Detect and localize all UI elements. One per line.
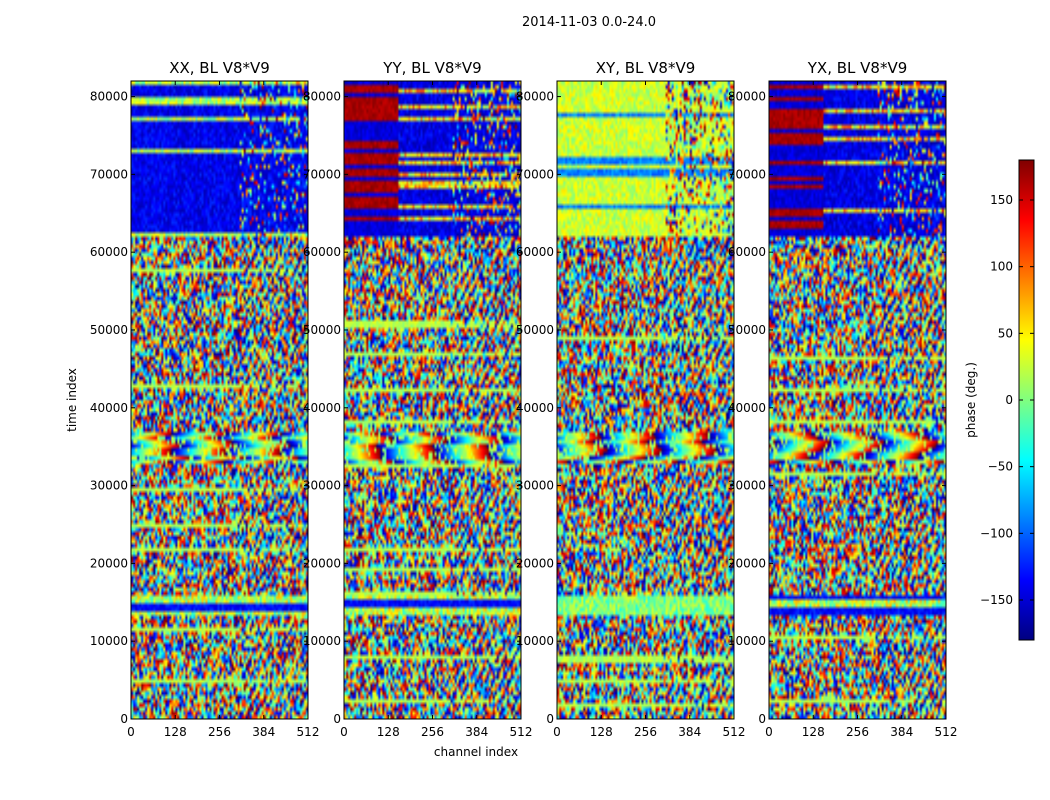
y-tick-label: 0: [333, 712, 341, 726]
phase-map: [344, 81, 521, 719]
y-tick-label: 60000: [516, 245, 554, 259]
panel-yx: YX, BL V8*V9 0 128 256 384 512 0 10000 20000 3000…: [728, 59, 958, 739]
colorbar-tick-label: 50: [998, 326, 1013, 340]
x-axis-label: channel index: [434, 745, 518, 759]
x-tick-label: 384: [465, 725, 488, 739]
panel-title: YX, BL V8*V9: [807, 59, 908, 77]
y-tick-label: 70000: [728, 167, 766, 181]
panels: XX, BL V8*V9 0 128 256 384 512 0 10000 20000 3000…: [90, 59, 958, 739]
y-tick-label: 40000: [90, 401, 128, 415]
y-tick-label: 80000: [728, 90, 766, 104]
y-tick-label: 0: [546, 712, 554, 726]
x-tick-label: 256: [634, 725, 657, 739]
colorbar-tick-label: 150: [990, 193, 1013, 207]
panel-title: XY, BL V8*V9: [596, 59, 696, 77]
y-tick-label: 70000: [303, 167, 341, 181]
x-tick-label: 128: [377, 725, 400, 739]
panel-xx: XX, BL V8*V9 0 128 256 384 512 0 10000 20000 3000…: [90, 59, 320, 739]
x-tick-label: 256: [421, 725, 444, 739]
x-tick-label: 128: [164, 725, 187, 739]
y-tick-label: 30000: [728, 479, 766, 493]
x-tick-label: 0: [127, 725, 135, 739]
x-tick-label: 128: [590, 725, 613, 739]
y-tick-label: 20000: [728, 556, 766, 570]
colorbar-tick-label: 100: [990, 260, 1013, 274]
y-tick-label: 80000: [90, 90, 128, 104]
y-tick-label: 20000: [516, 556, 554, 570]
y-tick-label: 70000: [90, 167, 128, 181]
y-tick-label: 50000: [728, 323, 766, 337]
phase-map: [557, 81, 734, 719]
y-tick-label: 60000: [303, 245, 341, 259]
y-tick-label: 30000: [516, 479, 554, 493]
y-tick-label: 60000: [728, 245, 766, 259]
x-tick-label: 256: [846, 725, 869, 739]
colorbar-tick-label: −50: [988, 460, 1013, 474]
x-tick-label: 512: [723, 725, 746, 739]
x-tick-label: 384: [890, 725, 913, 739]
y-tick-label: 10000: [90, 634, 128, 648]
phase-map: [131, 81, 308, 719]
y-tick-label: 40000: [303, 401, 341, 415]
y-tick-label: 40000: [728, 401, 766, 415]
y-tick-label: 50000: [303, 323, 341, 337]
figure-title: 2014-11-03 0.0-24.0: [522, 15, 656, 30]
y-tick-label: 0: [758, 712, 766, 726]
y-tick-label: 20000: [303, 556, 341, 570]
x-tick-label: 512: [935, 725, 958, 739]
y-tick-label: 10000: [303, 634, 341, 648]
colorbar-label: phase (deg.): [964, 362, 978, 438]
y-tick-label: 50000: [90, 323, 128, 337]
panel-xy: XY, BL V8*V9 0 128 256 384 512 0 10000 20000 3000…: [516, 59, 746, 739]
y-tick-label: 70000: [516, 167, 554, 181]
x-tick-label: 0: [553, 725, 561, 739]
y-tick-label: 20000: [90, 556, 128, 570]
colorbar-tick-label: 0: [1005, 393, 1013, 407]
x-tick-label: 0: [765, 725, 773, 739]
panel-yy: YY, BL V8*V9 0 128 256 384 512 0 10000 20000 3000…: [303, 59, 533, 739]
colorbar-tick-label: −100: [980, 526, 1013, 540]
y-tick-label: 50000: [516, 323, 554, 337]
x-tick-label: 512: [510, 725, 533, 739]
panel-title: YY, BL V8*V9: [382, 59, 481, 77]
y-tick-label: 10000: [728, 634, 766, 648]
x-tick-label: 0: [340, 725, 348, 739]
colorbar-tick-label: −150: [980, 593, 1013, 607]
y-tick-label: 10000: [516, 634, 554, 648]
y-tick-label: 80000: [303, 90, 341, 104]
y-tick-label: 80000: [516, 90, 554, 104]
panel-title: XX, BL V8*V9: [169, 59, 270, 77]
colorbar: 150 100 50 0 −50 −100 −150: [980, 159, 1035, 641]
x-tick-label: 256: [208, 725, 231, 739]
x-tick-label: 384: [678, 725, 701, 739]
y-tick-label: 30000: [90, 479, 128, 493]
y-tick-label: 60000: [90, 245, 128, 259]
y-tick-label: 40000: [516, 401, 554, 415]
y-tick-label: 0: [120, 712, 128, 726]
y-tick-label: 30000: [303, 479, 341, 493]
x-tick-label: 512: [297, 725, 320, 739]
y-axis-label: time index: [65, 368, 79, 432]
x-tick-label: 384: [252, 725, 275, 739]
x-tick-label: 128: [802, 725, 825, 739]
phase-map: [769, 81, 946, 719]
